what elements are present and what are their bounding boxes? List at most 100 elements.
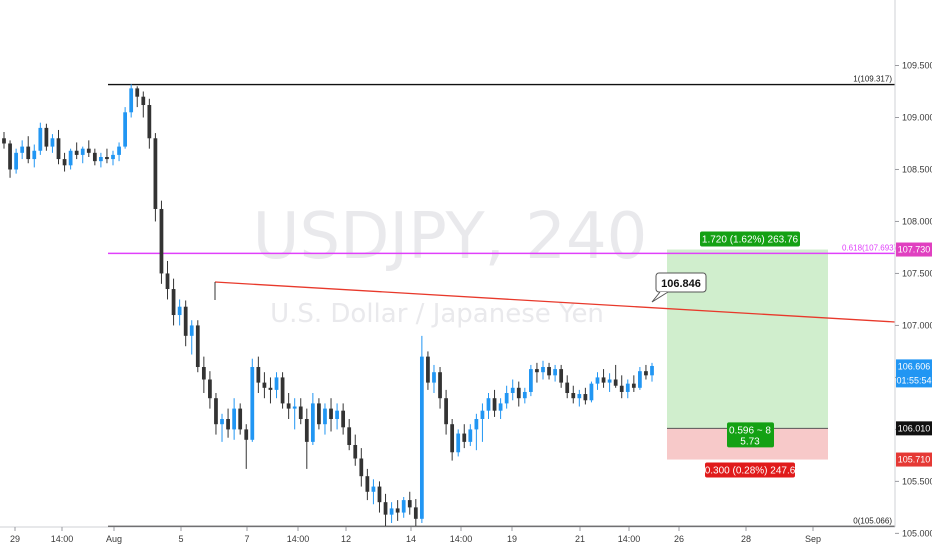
- candle-body: [165, 273, 170, 290]
- candle-body: [310, 403, 315, 442]
- ratio-label-1: 0.596 ~ 8: [729, 425, 771, 436]
- price-callout[interactable]: 106.846: [651, 272, 707, 303]
- candle-body: [268, 387, 273, 390]
- fib-618-label: 0.618(107.693): [842, 243, 897, 252]
- candle-body: [389, 508, 394, 515]
- candle-body: [208, 379, 212, 399]
- candle-body: [44, 127, 49, 147]
- candle-body: [401, 500, 406, 513]
- candle-body: [419, 356, 424, 519]
- candle-body: [159, 208, 164, 274]
- price-badge: [896, 242, 932, 257]
- candle-body: [153, 138, 158, 209]
- candle-body: [613, 379, 618, 386]
- candle-body: [2, 138, 6, 144]
- candle-body: [105, 156, 109, 160]
- candle-body: [86, 148, 91, 153]
- candle-body: [413, 507, 418, 519]
- candle-body: [304, 418, 309, 442]
- watermark-symbol: USDJPY, 240: [253, 200, 648, 274]
- ratio-label-box: [727, 422, 774, 448]
- candle-body: [426, 356, 430, 383]
- candle-body: [547, 367, 551, 376]
- time-axis[interactable]: 29 14:00 Aug 5 7 14:00 12 14 14:00 19 21 14:00 26 28 S…: [0, 526, 895, 544]
- fib-level-label: 0(105.066): [853, 517, 892, 526]
- callout-text: 106.846: [661, 278, 701, 290]
- candle-body: [292, 406, 297, 409]
- candle-body: [32, 150, 37, 160]
- candle-body: [298, 406, 303, 419]
- watermark-description: U.S. Dollar / Japanese Yen: [270, 299, 604, 329]
- candle-body: [201, 367, 206, 380]
- x-tick-label: Aug: [106, 534, 122, 544]
- candle-body: [68, 150, 73, 166]
- price-badge-text: 106.606: [898, 361, 931, 371]
- candle-body: [280, 377, 285, 404]
- candle-body: [480, 410, 485, 419]
- candle-body: [619, 385, 624, 392]
- candle-body: [26, 146, 31, 160]
- candle-body: [8, 143, 12, 170]
- candle-body: [195, 325, 200, 368]
- candle-body: [135, 88, 140, 97]
- candle-body: [462, 433, 467, 442]
- candle-body: [74, 150, 79, 155]
- candle-body: [177, 306, 182, 316]
- candle-body: [323, 408, 327, 425]
- price-badge: [896, 421, 932, 436]
- candle-body: [601, 377, 606, 383]
- y-tick-label: 108.000: [902, 216, 932, 226]
- candle-body: [250, 367, 255, 440]
- y-tick-label: 108.500: [902, 164, 932, 174]
- x-tick-label: Sep: [805, 534, 821, 544]
- candle-body: [123, 112, 127, 147]
- x-tick-label: 21: [575, 534, 585, 544]
- fib-level-label: 1(109.317): [853, 75, 892, 84]
- candle-body: [92, 152, 97, 162]
- candle-body: [565, 382, 570, 394]
- y-tick-label: 105.500: [902, 476, 932, 486]
- price-badge-text: 106.010: [898, 423, 931, 433]
- candle-body: [14, 152, 18, 170]
- candle-body: [510, 387, 515, 394]
- candle-body: [111, 154, 115, 160]
- x-tick-label: 14:00: [450, 534, 473, 544]
- candle-body: [38, 127, 43, 151]
- candle-body: [522, 391, 527, 399]
- candle-body: [486, 398, 491, 411]
- candle-body: [62, 159, 67, 166]
- candle-body: [577, 394, 582, 399]
- y-tick-label: 107.500: [902, 268, 932, 278]
- candle-body: [335, 410, 339, 419]
- candle-body: [535, 369, 539, 373]
- candle-body: [262, 382, 267, 388]
- price-badge: [896, 359, 932, 388]
- stop-label: 0.300 (0.28%) 247.6: [705, 466, 796, 477]
- candle-body: [171, 289, 176, 316]
- candle-body: [407, 500, 412, 508]
- candle-body: [450, 424, 455, 453]
- candle-body: [571, 393, 576, 399]
- x-tick-label: 29: [10, 534, 20, 544]
- stop-label-box: [705, 462, 795, 478]
- price-badge: [896, 452, 932, 467]
- trendline[interactable]: [214, 281, 896, 323]
- candle-body: [541, 367, 545, 373]
- candle-body: [504, 393, 509, 404]
- x-tick-label: 14:00: [287, 534, 310, 544]
- candle-body: [377, 486, 382, 503]
- candle-body: [341, 410, 346, 428]
- long-position-tool[interactable]: 1.720 (1.62%) 263.76 0.596 ~ 85.73 0.300 (…: [667, 231, 828, 478]
- ratio-label-2: 5.73: [740, 436, 760, 447]
- candle-body: [238, 408, 243, 430]
- candle-body: [129, 88, 134, 113]
- candlestick-series: [2, 84, 654, 527]
- x-tick-label: 14: [406, 534, 416, 544]
- chart-watermark: USDJPY, 240 U.S. Dollar / Japanese Yen: [253, 200, 648, 329]
- price-axis-badges: 107.730 106.606 01:55:54 106.010 105.710: [896, 242, 932, 467]
- candle-body: [56, 138, 61, 160]
- x-tick-label: 14:00: [618, 534, 641, 544]
- candle-body: [583, 394, 588, 401]
- candle-body: [492, 398, 497, 411]
